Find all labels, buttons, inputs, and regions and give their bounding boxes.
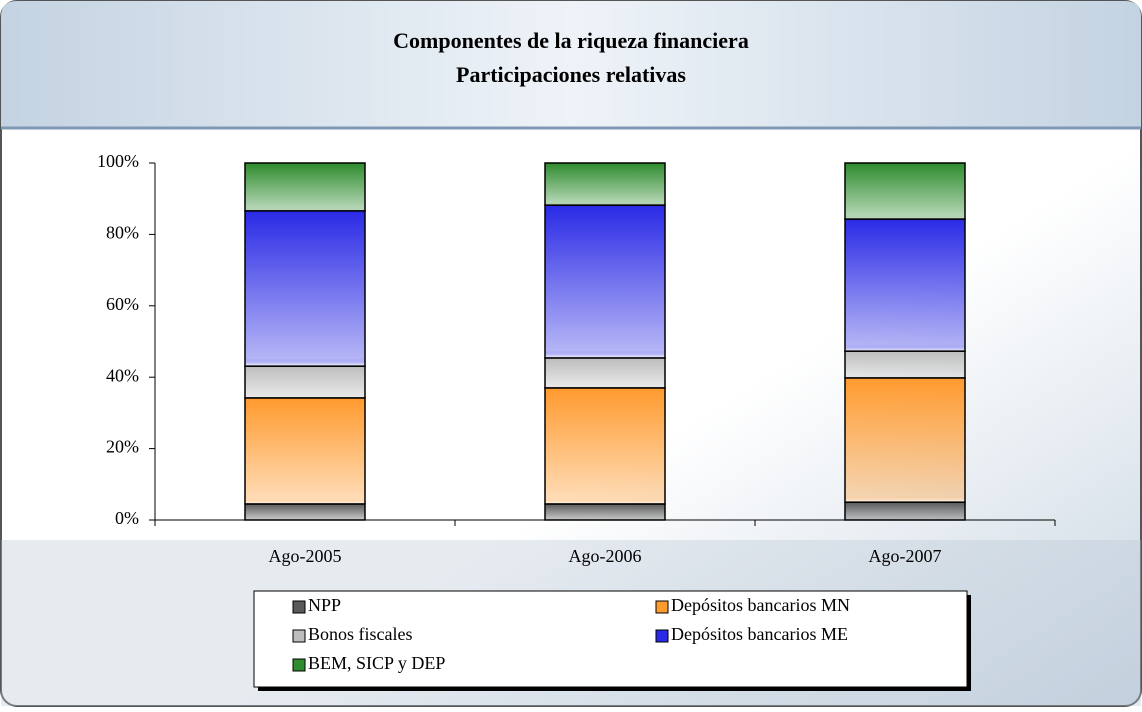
legend-label: Depósitos bancarios MN	[671, 595, 850, 615]
y-tick-label: 40%	[106, 365, 139, 385]
bar-segment	[544, 503, 666, 521]
y-tick-label: 20%	[106, 437, 139, 457]
legend-swatch	[292, 658, 306, 672]
legend-swatch	[655, 629, 669, 643]
bar-segment	[544, 387, 666, 505]
chart-subtitle: Participaciones relativas	[456, 62, 686, 87]
header-band	[1, 1, 1141, 128]
x-tick-label: Ago-2005	[269, 546, 342, 566]
x-tick-label: Ago-2007	[869, 546, 942, 566]
bar-segment	[844, 162, 966, 220]
x-tick-label: Ago-2006	[569, 546, 642, 566]
legend-label: Depósitos bancarios ME	[671, 624, 848, 644]
legend-swatch	[292, 629, 306, 643]
bar-segment	[844, 501, 966, 521]
chart-title: Componentes de la riqueza financiera	[393, 28, 749, 53]
bar-segment	[844, 218, 966, 352]
bar-segment	[244, 162, 366, 212]
bar-segment	[244, 503, 366, 521]
legend-label: NPP	[308, 595, 341, 615]
bar-segment	[844, 377, 966, 503]
legend-label: Bonos fiscales	[308, 624, 412, 644]
bar-segment	[244, 365, 366, 399]
legend-box	[253, 590, 968, 688]
bar-segment	[244, 210, 366, 367]
bar-segment	[244, 397, 366, 505]
y-tick-label: 80%	[106, 223, 139, 243]
bar-segment	[844, 350, 966, 379]
legend-swatch	[292, 600, 306, 614]
legend-label: BEM, SICP y DEP	[308, 653, 445, 673]
y-tick-label: 60%	[106, 294, 139, 314]
y-tick-label: 0%	[115, 508, 139, 528]
bar-segment	[544, 204, 666, 359]
y-tick-label: 100%	[97, 151, 139, 171]
bar-segment	[544, 162, 666, 206]
legend-swatch	[655, 600, 669, 614]
bar-segment	[544, 357, 666, 389]
